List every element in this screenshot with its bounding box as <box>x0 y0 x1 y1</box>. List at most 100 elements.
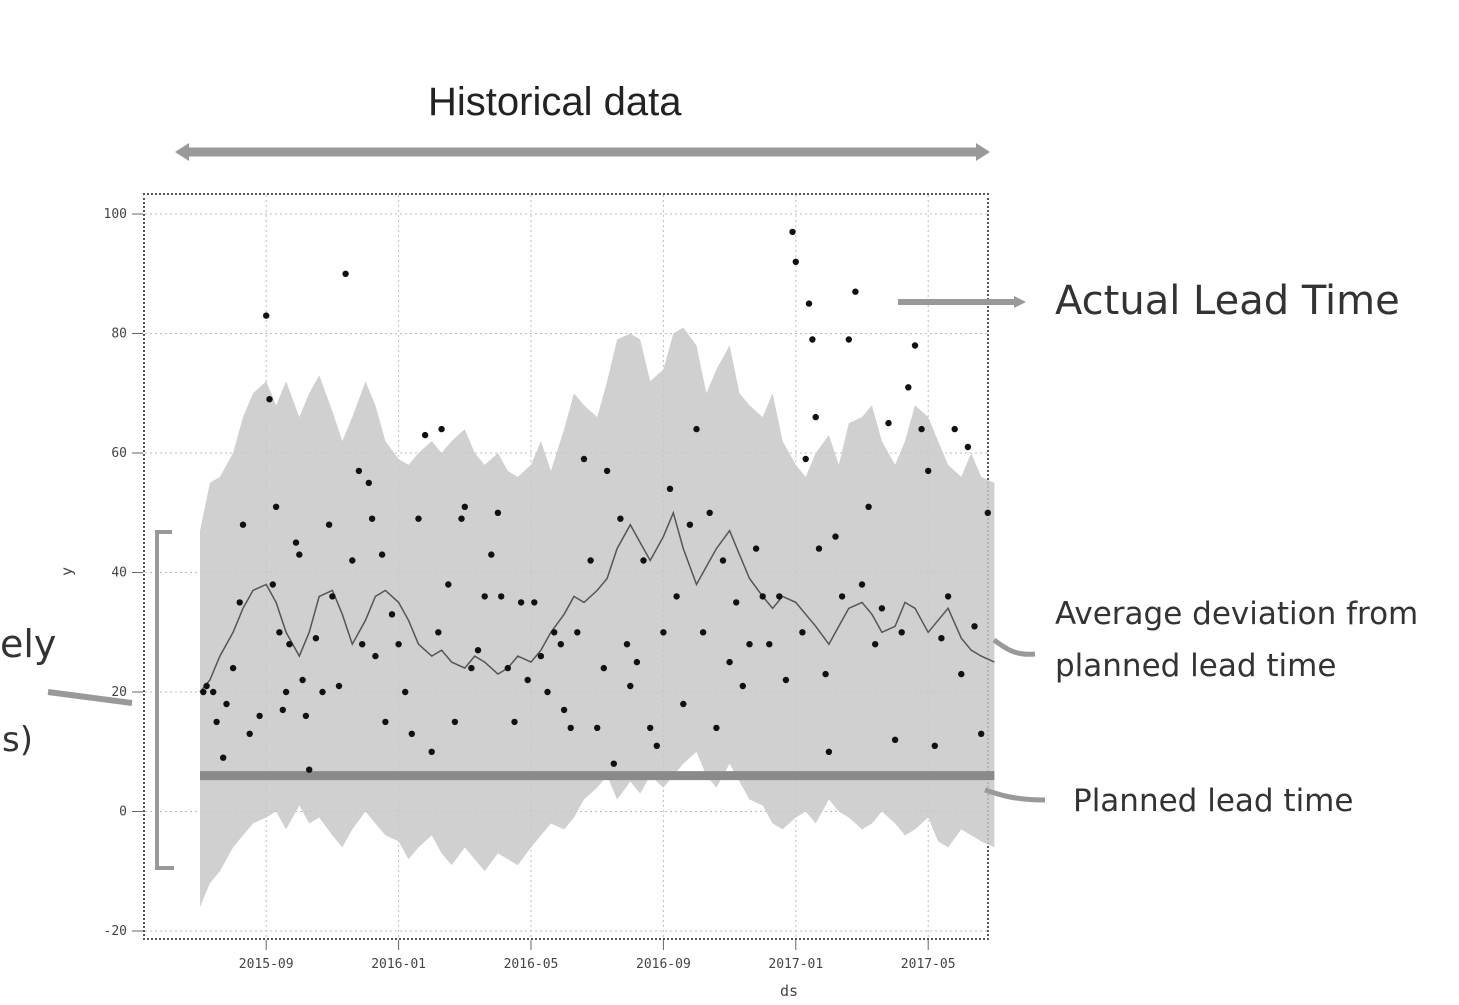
data-point <box>365 479 372 487</box>
data-point <box>739 682 746 690</box>
data-point <box>964 443 972 451</box>
data-point <box>312 635 320 642</box>
data-point <box>693 425 700 433</box>
data-point <box>805 300 813 307</box>
data-point <box>640 557 647 564</box>
data-point <box>256 712 263 720</box>
x-axis-label: ds <box>780 982 798 1000</box>
planned-lead-time-annotation: Planned lead time <box>1073 783 1354 819</box>
data-point <box>660 629 667 636</box>
data-point <box>511 718 518 726</box>
data-point <box>776 593 783 600</box>
data-point <box>686 521 694 528</box>
data-point <box>627 682 634 690</box>
average-deviation-annotation: Average deviation from planned lead time <box>1055 588 1418 692</box>
data-point <box>415 515 422 522</box>
data-point <box>958 670 965 678</box>
cropped-text-2: s) <box>2 720 33 760</box>
data-point <box>610 760 617 767</box>
data-point <box>825 748 833 755</box>
data-point <box>451 718 459 726</box>
data-point <box>551 629 558 636</box>
data-point <box>617 515 624 522</box>
actual-lead-time-annotation: Actual Lead Time <box>1055 278 1400 324</box>
data-point <box>296 551 303 558</box>
actual-arrow-head <box>1014 296 1026 308</box>
data-point <box>306 766 313 773</box>
data-point <box>282 688 290 696</box>
data-point <box>802 455 809 463</box>
data-point <box>458 515 465 522</box>
data-point <box>504 664 511 672</box>
data-point <box>647 724 654 732</box>
x-tick-label: 2016-09 <box>636 957 691 972</box>
data-point <box>944 593 952 600</box>
x-tick-labels: 2015-09 2016-01 2016-05 2016-09 2017-01 2017-… <box>239 940 956 972</box>
data-point <box>594 724 601 732</box>
data-point <box>279 706 286 714</box>
x-tick-label: 2017-01 <box>768 957 823 972</box>
data-point <box>531 599 538 606</box>
data-point <box>574 629 581 636</box>
data-point <box>789 228 796 236</box>
y-tick-label: -20 <box>104 924 127 939</box>
data-point <box>266 396 273 403</box>
data-point <box>560 706 568 714</box>
y-tick-label: 40 <box>111 566 127 581</box>
data-point <box>325 521 333 528</box>
data-point <box>600 664 607 672</box>
data-point <box>428 748 435 755</box>
data-point <box>832 533 839 540</box>
data-point <box>918 425 925 433</box>
y-tick-label: 80 <box>111 327 127 342</box>
data-point <box>938 635 945 642</box>
data-point <box>213 718 220 726</box>
data-point <box>719 557 727 564</box>
data-point <box>269 581 276 588</box>
data-point <box>544 688 551 696</box>
y-tick-label: 20 <box>111 685 127 700</box>
data-point <box>461 503 468 510</box>
x-tick-label: 2016-01 <box>371 957 426 972</box>
data-point <box>421 431 429 439</box>
data-point <box>587 557 594 564</box>
planned-lead-time-arrow <box>984 787 1046 803</box>
data-point <box>845 336 852 343</box>
data-point <box>878 605 886 612</box>
data-point <box>726 658 733 666</box>
data-point <box>951 425 958 433</box>
y-tick-label: 0 <box>119 805 127 820</box>
data-point <box>378 551 386 558</box>
average-deviation-arrow <box>992 637 1036 657</box>
data-point <box>799 629 806 636</box>
data-point <box>488 551 495 558</box>
x-tick-label: 2016-05 <box>504 957 559 972</box>
average-deviation-line-2: planned lead time <box>1055 648 1337 684</box>
data-point <box>782 676 790 684</box>
data-point <box>971 623 978 630</box>
data-point <box>481 593 488 600</box>
average-deviation-line <box>199 510 995 693</box>
data-point <box>349 557 356 564</box>
data-point <box>766 641 773 648</box>
data-point <box>229 664 237 672</box>
data-point <box>517 599 525 606</box>
data-point <box>272 503 280 510</box>
data-point <box>984 509 991 516</box>
data-point <box>435 629 442 636</box>
data-point <box>382 718 389 726</box>
data-point <box>699 629 707 636</box>
data-point <box>759 593 766 600</box>
range-arrow <box>47 689 133 706</box>
data-point <box>680 700 687 708</box>
data-point <box>925 467 932 475</box>
data-points <box>200 228 991 773</box>
data-point <box>838 593 846 600</box>
data-point <box>474 647 482 654</box>
data-point <box>733 599 740 606</box>
y-tick-label: 60 <box>111 446 127 461</box>
data-point <box>978 730 985 737</box>
data-point <box>299 676 306 684</box>
data-point <box>557 641 564 648</box>
data-point <box>633 658 641 666</box>
